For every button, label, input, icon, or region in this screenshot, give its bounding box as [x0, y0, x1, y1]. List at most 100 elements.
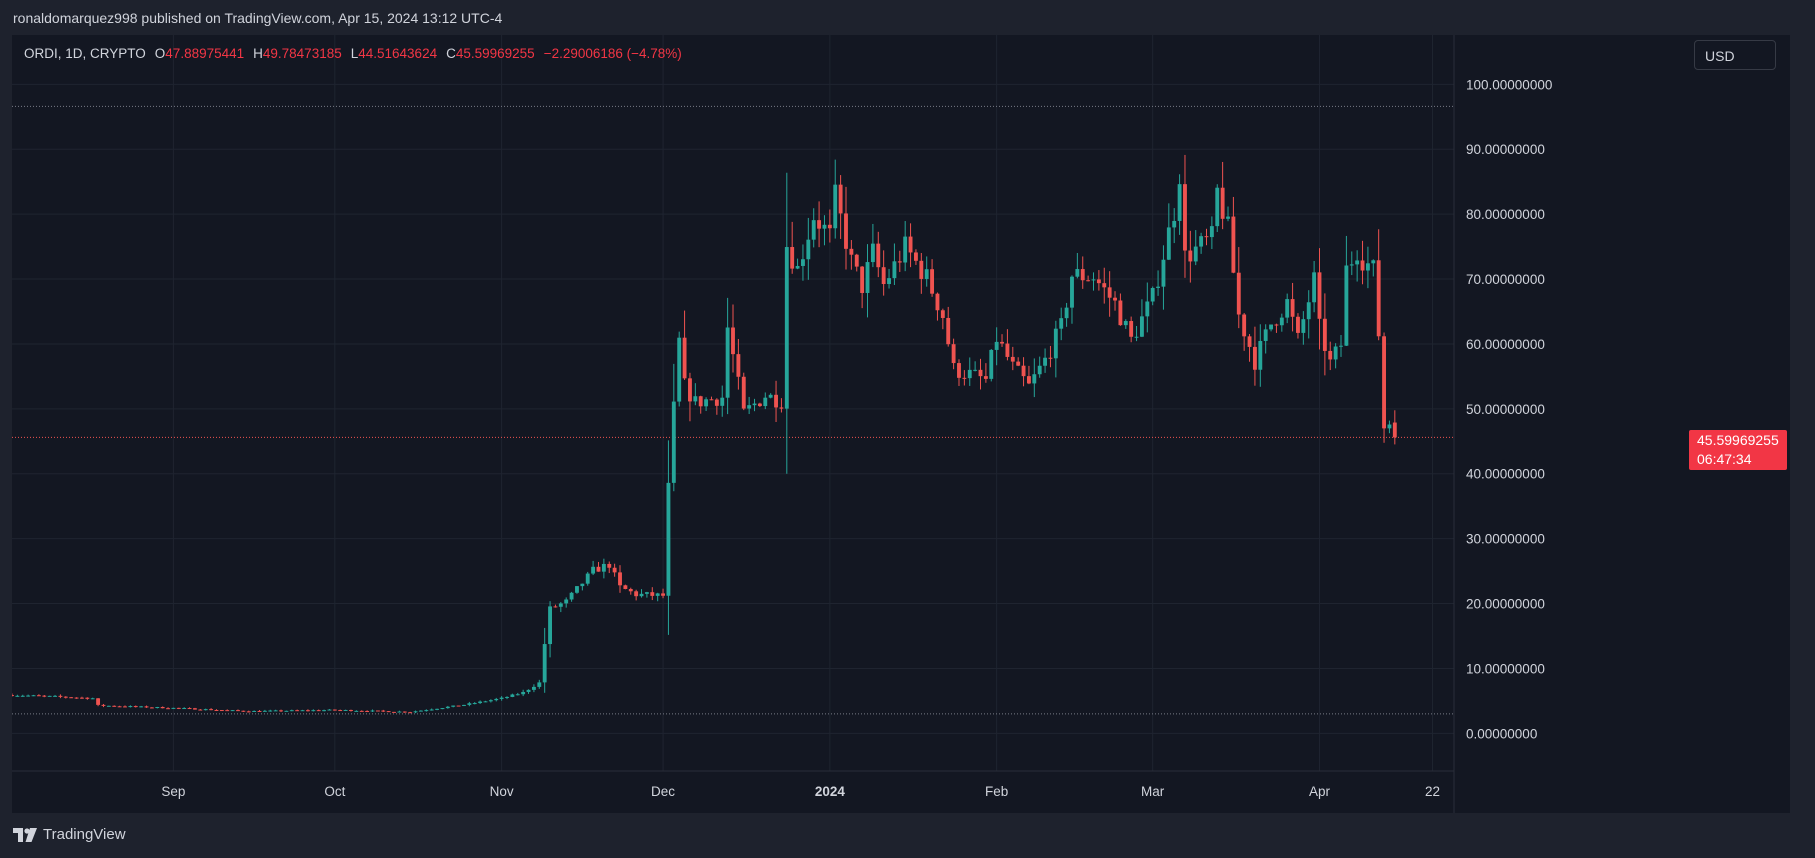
price-axis[interactable]: 0.00000000 10.00000000 20.00000000 30.00000…: [1466, 77, 1552, 741]
candle-body: [230, 710, 235, 712]
candlestick-chart[interactable]: 0.00000000 10.00000000 20.00000000 30.00000…: [12, 35, 1790, 813]
candle: [193, 707, 197, 710]
candle-body: [198, 709, 203, 711]
candle-body: [424, 710, 429, 712]
candle: [957, 359, 961, 386]
candle: [1032, 358, 1037, 398]
candle: [1139, 299, 1144, 338]
time-tick-label: Oct: [324, 784, 345, 799]
candle: [1312, 260, 1317, 313]
price-tick-label: 50.00000000: [1466, 402, 1545, 417]
candle: [1145, 282, 1150, 333]
candle: [123, 705, 127, 708]
chart-panel[interactable]: 0.00000000 10.00000000 20.00000000 30.00000…: [12, 35, 1790, 813]
candle: [994, 327, 999, 366]
candle-body: [386, 711, 391, 713]
candle-body: [1016, 361, 1021, 366]
candle-body: [515, 694, 520, 696]
candle-body: [1005, 343, 1010, 357]
candle-body: [47, 695, 52, 697]
candle: [467, 701, 472, 707]
candle: [85, 697, 90, 700]
candle: [548, 601, 552, 658]
candle: [725, 297, 730, 415]
candle-body: [332, 709, 337, 711]
time-tick-label: 2024: [815, 784, 846, 799]
tradingview-logo[interactable]: TradingView: [13, 826, 126, 843]
candle-body: [305, 710, 310, 712]
candle-body: [112, 705, 117, 707]
candle-body: [1392, 422, 1397, 438]
candle: [408, 711, 413, 714]
time-axis[interactable]: Sep Oct Nov Dec 2024 Feb Mar Apr 22: [161, 784, 1440, 799]
candle: [488, 699, 493, 703]
candle: [618, 565, 622, 593]
candle-body: [1247, 336, 1252, 347]
candle-body: [650, 592, 655, 596]
candle: [1296, 313, 1300, 339]
footer: [0, 813, 1815, 858]
candle-body: [96, 698, 101, 705]
candle-body: [1301, 319, 1306, 333]
candle: [806, 217, 811, 280]
bar-countdown: 06:47:34: [1697, 451, 1752, 467]
candle: [1236, 247, 1241, 329]
candle-body: [279, 710, 283, 712]
candle-body: [101, 704, 106, 706]
candle-body: [139, 706, 144, 708]
candle-body: [1376, 260, 1381, 337]
candle-body: [983, 376, 988, 379]
candle: [112, 705, 117, 707]
candle-body: [935, 293, 940, 311]
candle-body: [488, 700, 493, 702]
candle: [709, 396, 714, 401]
candle-body: [510, 694, 515, 697]
candle-body: [1091, 279, 1096, 281]
candle: [1134, 325, 1139, 342]
candle: [36, 694, 41, 697]
candle-body: [365, 710, 370, 712]
candle: [1306, 290, 1311, 339]
candle: [973, 361, 978, 372]
candle: [494, 697, 499, 702]
candle-body: [1096, 279, 1101, 284]
candle: [1129, 316, 1134, 343]
candle: [585, 571, 590, 586]
symbol-info[interactable]: ORDI, 1D, CRYPTO: [24, 46, 146, 61]
candle: [1043, 348, 1048, 373]
candle-body: [262, 710, 267, 712]
candle: [1242, 312, 1247, 351]
tradingview-logo-icon: [13, 827, 37, 842]
candle: [53, 694, 57, 697]
candle-body: [149, 707, 154, 709]
candle-body: [628, 589, 633, 592]
candle-body: [795, 265, 800, 269]
candle-body: [1183, 184, 1187, 251]
candle: [322, 709, 327, 712]
candle: [849, 240, 854, 270]
low-label: L: [350, 46, 359, 61]
candle: [182, 707, 187, 710]
candle: [203, 708, 208, 711]
candle: [26, 694, 31, 697]
candle-body: [655, 593, 660, 596]
candle-body: [1279, 317, 1284, 326]
candle-body: [1102, 283, 1107, 288]
candle-body: [1328, 350, 1333, 360]
currency-button[interactable]: USD: [1694, 40, 1776, 70]
candle-body: [607, 563, 612, 568]
candle: [305, 709, 310, 712]
candle-body: [827, 224, 832, 229]
candle-body: [914, 252, 918, 261]
candle: [1161, 245, 1166, 310]
candle: [747, 396, 752, 415]
candle: [295, 709, 300, 712]
candle: [20, 694, 25, 697]
candle-body: [634, 591, 639, 597]
candle: [897, 250, 902, 272]
candle-body: [1220, 187, 1225, 219]
candle: [1231, 196, 1236, 274]
candle-body: [731, 327, 735, 355]
candle: [483, 700, 488, 703]
candle-body: [951, 344, 956, 364]
